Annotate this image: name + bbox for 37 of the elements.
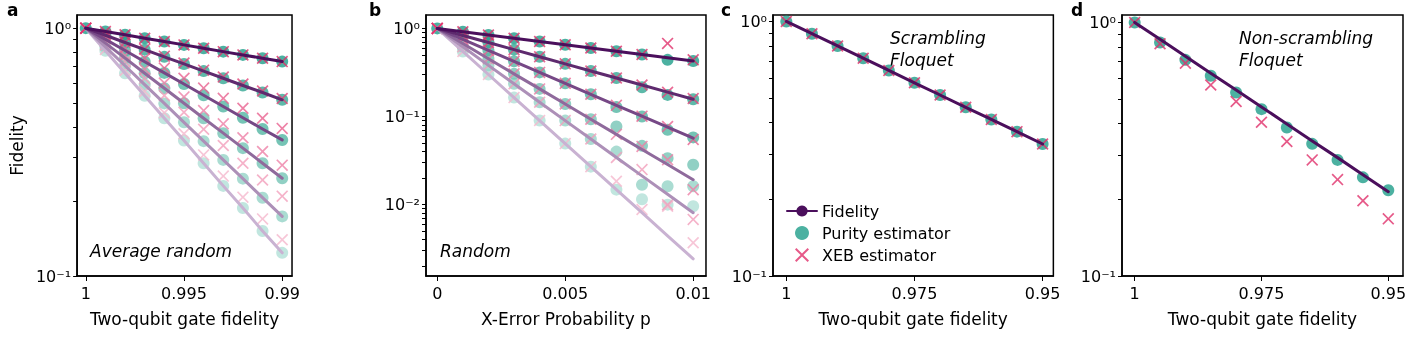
- legend-label: XEB estimator: [822, 245, 937, 265]
- x-tick-label: 0.005: [542, 283, 589, 303]
- y-tick-label: 10⁰: [393, 18, 420, 38]
- x-tick-label: 0.99: [264, 283, 301, 303]
- chart-title: a: [7, 0, 19, 20]
- y-tick-label: 10⁻¹: [1080, 266, 1116, 286]
- x-tick-label: 0.01: [675, 283, 711, 303]
- y-tick-label: 10⁰: [1089, 12, 1116, 32]
- chart-title: b: [369, 0, 382, 20]
- y-tick-label: 10⁻²: [384, 195, 420, 215]
- legend-label: Fidelity: [822, 201, 880, 221]
- y-tick-label: 10⁰: [44, 18, 72, 38]
- legend-label: Purity estimator: [822, 223, 951, 243]
- x-axis-title: Two-qubit gate fidelity: [88, 308, 280, 329]
- x-axis-title: Two-qubit gate fidelity: [817, 308, 1008, 329]
- x-tick-label: 1: [1129, 283, 1140, 303]
- y-tick-label: 10⁻¹: [731, 266, 767, 286]
- annotation: Non-scrambling Floquet: [1239, 28, 1379, 70]
- x-tick-label: 0.975: [891, 283, 938, 303]
- x-tick-label: 0.995: [161, 283, 207, 303]
- chart-title: d: [1071, 0, 1084, 20]
- y-tick-label: 10⁻¹: [384, 107, 420, 127]
- x-tick-label: 0.95: [1370, 283, 1407, 303]
- x-tick-label: 1: [80, 283, 91, 303]
- annotation: Random: [440, 241, 511, 261]
- annotation: Average random: [89, 241, 233, 261]
- x-tick-label: 1: [781, 283, 792, 303]
- y-tick-label: 10⁰: [740, 11, 767, 31]
- y-tick-label: 10⁻¹: [35, 266, 72, 286]
- x-axis-title: Two-qubit gate fidelity: [1166, 308, 1358, 329]
- y-axis-title: Fidelity: [6, 115, 27, 176]
- annotation: Scrambling Floquet: [890, 28, 992, 70]
- x-tick-label: 0: [432, 283, 443, 303]
- x-tick-label: 0.95: [1024, 283, 1061, 303]
- x-axis-title: X-Error Probability p: [481, 308, 651, 329]
- chart-title: c: [721, 0, 732, 20]
- x-tick-label: 0.975: [1238, 283, 1285, 303]
